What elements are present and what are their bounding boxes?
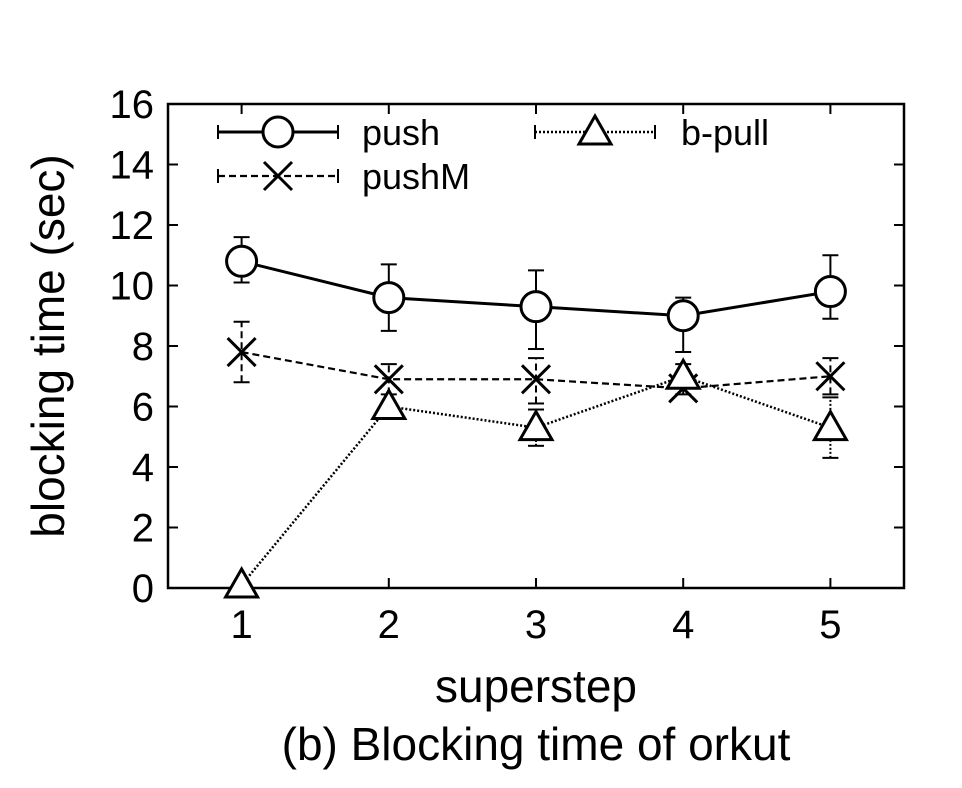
data-point	[520, 364, 552, 395]
y-tick-label: 12	[110, 204, 155, 248]
series-push	[225, 236, 847, 354]
legend-label: b-pull	[681, 112, 769, 153]
data-point	[517, 408, 555, 442]
data-point	[813, 275, 847, 309]
x-tick-label: 5	[819, 603, 841, 647]
y-tick-label: 8	[132, 325, 154, 369]
x-tick-label: 3	[525, 603, 547, 647]
data-point	[370, 387, 408, 420]
y-tick-label: 0	[132, 567, 154, 611]
data-point	[519, 290, 553, 324]
y-tick-label: 10	[110, 265, 155, 309]
figure-caption: (b) Blocking time of orkut	[282, 718, 791, 770]
data-point	[225, 244, 259, 278]
series-line	[241, 350, 831, 390]
x-axis-title: superstep	[435, 660, 637, 712]
data-point	[226, 336, 257, 368]
y-tick-label: 4	[132, 446, 154, 490]
data-point	[223, 565, 261, 599]
x-tick-label: 4	[672, 603, 694, 647]
series-line	[240, 374, 831, 586]
data-point	[372, 281, 406, 315]
legend-marker	[261, 115, 295, 149]
x-tick-label: 2	[378, 603, 400, 647]
legend-label: pushM	[362, 156, 470, 197]
legend-item-b-pull: b-pull	[534, 112, 769, 153]
series-layer	[223, 236, 849, 599]
y-axis-title: blocking time (sec)	[22, 154, 74, 537]
legend-marker	[262, 160, 294, 192]
legend-item-push: push	[217, 112, 440, 153]
legend-item-pushM: pushM	[217, 156, 470, 197]
y-tick-label: 16	[110, 83, 155, 127]
y-tick-label: 14	[110, 144, 155, 188]
legend-marker	[576, 112, 614, 146]
y-tick-label: 2	[132, 507, 154, 551]
data-point	[815, 361, 846, 392]
legend-label: push	[362, 112, 440, 153]
y-tick-label: 6	[132, 386, 154, 430]
data-point	[666, 299, 700, 333]
data-point	[811, 408, 849, 442]
series-b-pull	[223, 357, 849, 599]
data-point	[664, 357, 702, 390]
x-tick-label: 1	[230, 603, 252, 647]
data-point	[373, 364, 404, 395]
